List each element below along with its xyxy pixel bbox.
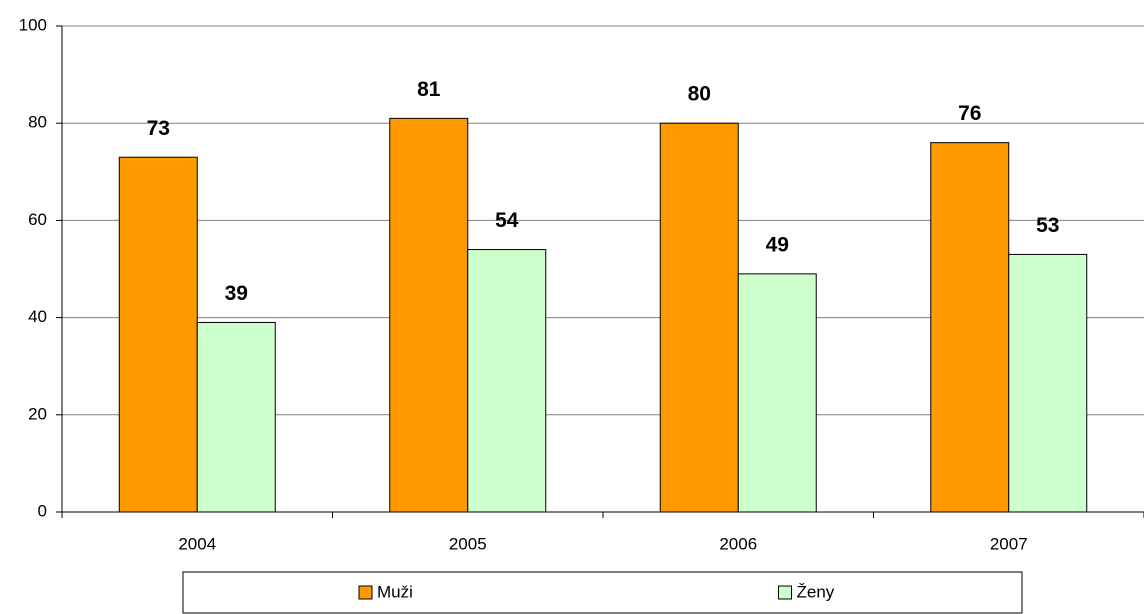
legend-swatch [778, 585, 792, 600]
bar [930, 142, 1010, 513]
legend-label: Muži [377, 582, 413, 601]
bar [737, 273, 817, 513]
value-label: 76 [958, 102, 981, 125]
y-tick-label: 0 [38, 501, 47, 520]
value-label: 54 [495, 209, 519, 232]
value-label: 49 [766, 233, 789, 256]
value-label: 39 [225, 282, 248, 305]
bar [659, 122, 739, 513]
value-label: 73 [147, 117, 170, 140]
y-tick-label: 40 [28, 307, 47, 326]
legend-label: Ženy [797, 582, 835, 601]
legend-box [182, 571, 1023, 614]
bar [467, 249, 547, 513]
bar [196, 321, 276, 513]
y-tick-label: 20 [28, 404, 47, 423]
value-label: 81 [417, 78, 441, 101]
x-tick-label: 2007 [990, 534, 1028, 553]
value-label: 80 [688, 83, 711, 106]
y-tick-label: 80 [28, 113, 47, 132]
legend-swatch [358, 585, 373, 600]
y-tick-label: 100 [19, 15, 47, 34]
x-tick-label: 2004 [178, 534, 216, 553]
value-label: 53 [1036, 214, 1059, 237]
bar [389, 117, 469, 513]
x-tick-label: 2005 [449, 534, 487, 553]
x-tick-label: 2006 [719, 534, 757, 553]
bar [1008, 253, 1088, 513]
y-tick-label: 60 [28, 210, 47, 229]
bar [118, 156, 198, 513]
